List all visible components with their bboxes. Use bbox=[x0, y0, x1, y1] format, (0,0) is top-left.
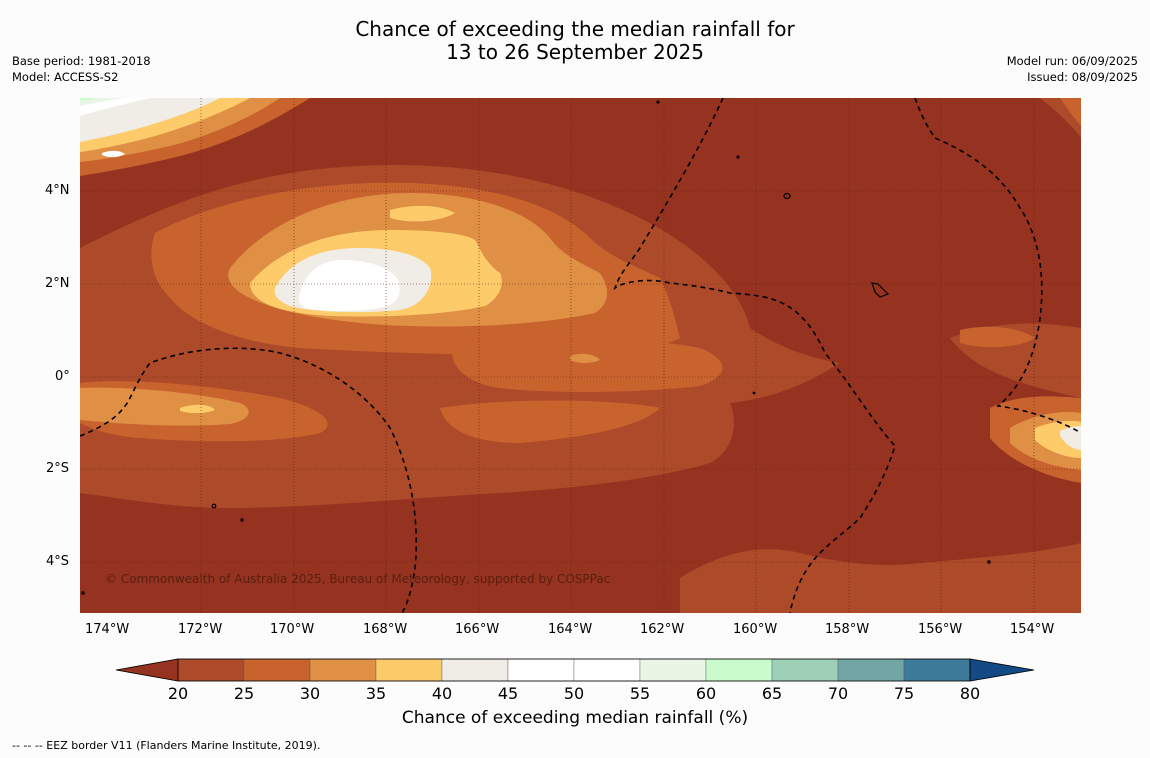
lon-label: 172°W bbox=[178, 622, 223, 637]
colorbar-cell bbox=[771, 658, 839, 682]
meta-left: Base period: 1981-2018 Model: ACCESS-S2 bbox=[12, 53, 151, 85]
colorbar-under-arrow bbox=[115, 658, 179, 682]
lat-label: 2°N bbox=[45, 276, 70, 291]
lat-label: 2°S bbox=[46, 461, 70, 476]
colorbar-cell bbox=[243, 658, 311, 682]
model-name: Model: ACCESS-S2 bbox=[12, 70, 119, 84]
colorbar-tick-label: 70 bbox=[827, 684, 849, 703]
lon-label: 166°W bbox=[455, 622, 500, 637]
colorbar-cell bbox=[375, 658, 443, 682]
colorbar-tick-label: 60 bbox=[695, 684, 717, 703]
band-55-60 bbox=[80, 98, 125, 106]
lon-label: 168°W bbox=[363, 622, 408, 637]
colorbar bbox=[115, 658, 1035, 682]
colorbar-cell bbox=[837, 658, 905, 682]
colorbar-tick-label: 35 bbox=[365, 684, 387, 703]
colorbar-tick-label: 45 bbox=[497, 684, 519, 703]
colorbar-cell bbox=[507, 658, 575, 682]
lon-label: 170°W bbox=[270, 622, 315, 637]
eez-footnote: -- -- -- EEZ border V11 (Flanders Marine… bbox=[12, 739, 321, 752]
graticule bbox=[80, 98, 1081, 613]
base-period: Base period: 1981-2018 bbox=[12, 54, 151, 68]
lat-label: 4°N bbox=[45, 183, 70, 198]
islands bbox=[81, 100, 991, 595]
colorbar-cell bbox=[309, 658, 377, 682]
lon-label: 160°W bbox=[733, 622, 778, 637]
colorbar-over-arrow bbox=[969, 658, 1035, 682]
colorbar-cell bbox=[705, 658, 773, 682]
colorbar-tick-label: 55 bbox=[629, 684, 651, 703]
eez-borders bbox=[80, 98, 1081, 613]
copyright-notice: © Commonwealth of Australia 2025, Bureau… bbox=[105, 572, 610, 586]
colorbar-title: Chance of exceeding median rainfall (%) bbox=[401, 708, 749, 728]
colorbar-tick-label: 75 bbox=[893, 684, 915, 703]
colorbar-tick-label: 80 bbox=[959, 684, 981, 703]
colorbar-tick-label: 65 bbox=[761, 684, 783, 703]
lon-label: 164°W bbox=[548, 622, 593, 637]
issued-date: Issued: 08/09/2025 bbox=[1027, 70, 1138, 84]
rainfall-map: © Commonwealth of Australia 2025, Bureau… bbox=[80, 98, 1081, 613]
lat-label: 0° bbox=[55, 369, 70, 384]
colorbar-cell bbox=[177, 658, 245, 682]
lat-label: 4°S bbox=[46, 554, 70, 569]
colorbar-tick-label: 20 bbox=[167, 684, 189, 703]
meta-right: Model run: 06/09/2025 Issued: 08/09/2025 bbox=[1007, 53, 1138, 85]
lon-label: 154°W bbox=[1010, 622, 1055, 637]
colorbar-cell bbox=[573, 658, 641, 682]
colorbar-cell bbox=[639, 658, 707, 682]
colorbar-cell bbox=[903, 658, 971, 682]
colorbar-cell bbox=[441, 658, 509, 682]
lon-label: 174°W bbox=[85, 622, 130, 637]
colorbar-tick-label: 25 bbox=[233, 684, 255, 703]
colorbar-frame bbox=[177, 658, 971, 682]
band-60-65 bbox=[80, 98, 98, 101]
map-title-line1: Chance of exceeding the median rainfall … bbox=[355, 17, 795, 41]
lon-label: 158°W bbox=[825, 622, 870, 637]
colorbar-tick-label: 40 bbox=[431, 684, 453, 703]
colorbar-tick-label: 30 bbox=[299, 684, 321, 703]
map-title-line2: 13 to 26 September 2025 bbox=[446, 40, 704, 64]
map-title: Chance of exceeding the median rainfall … bbox=[0, 18, 1150, 64]
lon-label: 156°W bbox=[918, 622, 963, 637]
lon-label: 162°W bbox=[640, 622, 685, 637]
colorbar-tick-label: 50 bbox=[563, 684, 585, 703]
model-run: Model run: 06/09/2025 bbox=[1006, 54, 1138, 68]
